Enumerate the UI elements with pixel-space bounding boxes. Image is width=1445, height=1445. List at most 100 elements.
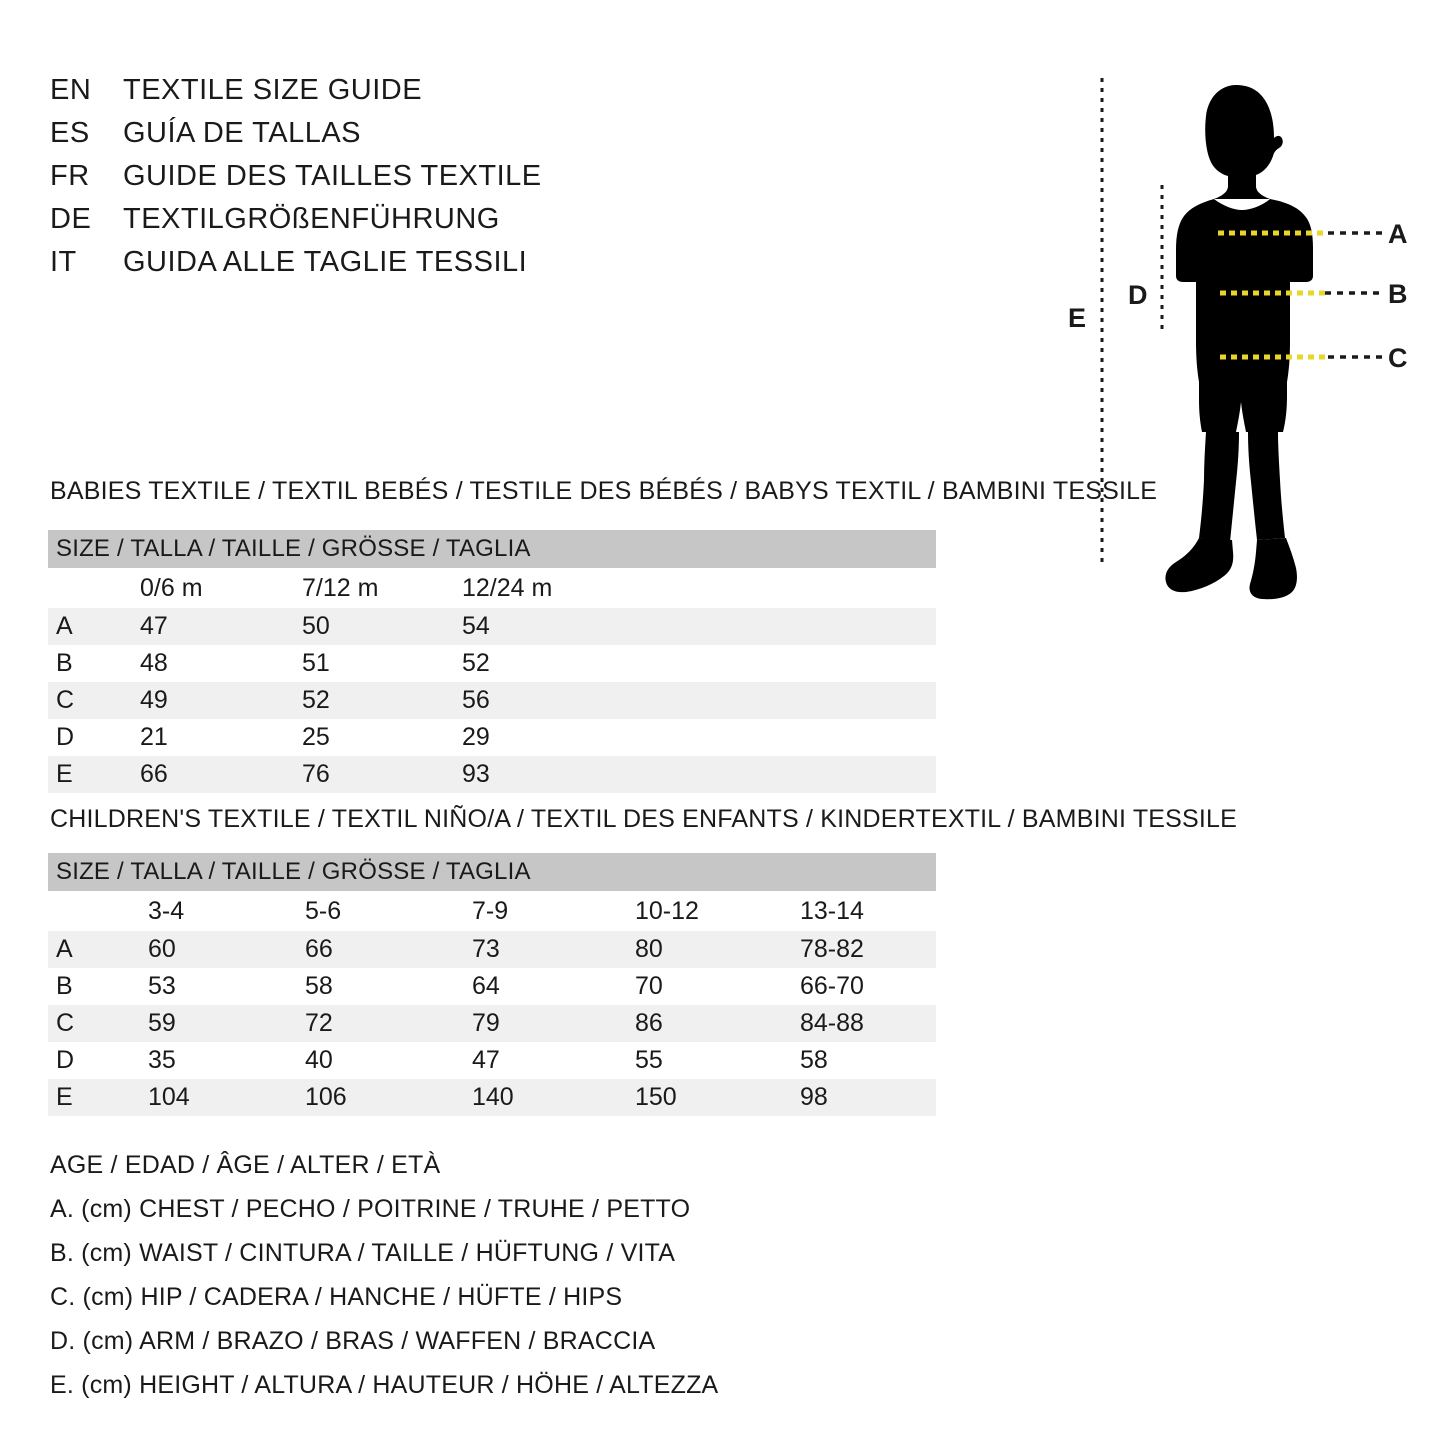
label-e: E [1068,303,1087,333]
header-cell-size: 13-14 [800,896,864,925]
label-b: B [1388,279,1408,309]
legend-line: D. (cm) ARM / BRAZO / BRAS / WAFFEN / BR… [50,1327,656,1355]
table-header-row: 3-4 5-6 7-9 10-12 13-14 [48,891,936,931]
row-value: 58 [305,972,333,1000]
row-value: 60 [148,935,176,963]
legend-line: AGE / EDAD / ÂGE / ALTER / ETÀ [50,1151,441,1179]
row-value: 40 [305,1046,333,1074]
row-value: 50 [302,612,330,640]
row-value: 78-82 [800,935,864,963]
row-value: 59 [148,1009,176,1037]
row-letter: C [56,1009,75,1037]
row-value: 53 [148,972,176,1000]
babies-section-title: BABIES TEXTILE / TEXTIL BEBÉS / TESTILE … [50,477,1158,505]
header-cell-blank [48,891,148,931]
row-letter: A [56,935,73,963]
row-value: 66-70 [800,972,864,1000]
row-value: 35 [148,1046,176,1074]
table-row: D 35 40 47 55 58 [48,1042,936,1079]
header-cell-size: 10-12 [635,896,699,925]
row-value: 98 [800,1083,828,1111]
row-value: 66 [305,935,333,963]
legend-line: A. (cm) CHEST / PECHO / POITRINE / TRUHE… [50,1195,691,1223]
header-cell-size: 12/24 m [462,573,553,602]
row-value: 76 [302,760,330,788]
babies-table-block: SIZE / TALLA / TAILLE / GRÖSSE / TAGLIA … [48,530,936,793]
row-value: 54 [462,612,490,640]
table-row: D 21 25 29 [48,719,936,756]
table-header-row: 0/6 m 7/12 m 12/24 m [48,568,936,608]
language-row: EN TEXTILE SIZE GUIDE [50,74,670,117]
language-title: GUÍA DE TALLAS [123,117,362,149]
row-value: 93 [462,760,490,788]
row-value: 21 [140,723,168,751]
row-value: 52 [302,686,330,714]
row-value: 73 [472,935,500,963]
row-value: 72 [305,1009,333,1037]
table-row: A 60 66 73 80 78-82 [48,931,936,968]
body-measurement-diagram: A B C D E [1040,40,1445,610]
row-value: 25 [302,723,330,751]
row-value: 104 [148,1083,190,1111]
label-d: D [1128,280,1148,310]
row-value: 58 [800,1046,828,1074]
header-cell-size: 5-6 [305,896,342,925]
language-row: DE TEXTILGRÖßENFÜHRUNG [50,203,670,246]
row-letter: B [56,972,73,1000]
language-code: IT [50,246,77,278]
row-value: 140 [472,1083,514,1111]
row-value: 56 [462,686,490,714]
row-letter: D [56,723,75,751]
row-value: 84-88 [800,1009,864,1037]
child-silhouette-icon [1165,85,1313,600]
legend-line: B. (cm) WAIST / CINTURA / TAILLE / HÜFTU… [50,1239,676,1267]
header-cell-size: 0/6 m [140,573,203,602]
language-title: TEXTILGRÖßENFÜHRUNG [123,203,500,235]
children-size-header-bar: SIZE / TALLA / TAILLE / GRÖSSE / TAGLIA [48,853,936,891]
language-code: FR [50,160,90,192]
row-value: 52 [462,649,490,677]
row-value: 47 [472,1046,500,1074]
header-cell-size: 3-4 [148,896,185,925]
row-letter: B [56,649,73,677]
children-size-table: 3-4 5-6 7-9 10-12 13-14 A 60 66 73 80 78… [48,891,936,1116]
babies-size-header-bar: SIZE / TALLA / TAILLE / GRÖSSE / TAGLIA [48,530,936,568]
babies-size-table: 0/6 m 7/12 m 12/24 m A 47 50 54 B 48 51 … [48,568,936,793]
language-title: TEXTILE SIZE GUIDE [123,74,423,106]
row-value: 150 [635,1083,677,1111]
table-row: B 53 58 64 70 66-70 [48,968,936,1005]
row-value: 64 [472,972,500,1000]
row-letter: D [56,1046,75,1074]
table-row: C 49 52 56 [48,682,936,719]
row-letter: C [56,686,75,714]
legend-line: E. (cm) HEIGHT / ALTURA / HAUTEUR / HÖHE… [50,1371,719,1399]
table-row: B 48 51 52 [48,645,936,682]
language-header-block: EN TEXTILE SIZE GUIDE ES GUÍA DE TALLAS … [50,74,670,289]
table-row: C 59 72 79 86 84-88 [48,1005,936,1042]
language-code: EN [50,74,92,106]
row-value: 66 [140,760,168,788]
label-c: C [1388,343,1408,373]
language-row: IT GUIDA ALLE TAGLIE TESSILI [50,246,670,289]
language-row: FR GUIDE DES TAILLES TEXTILE [50,160,670,203]
children-section-title: CHILDREN'S TEXTILE / TEXTIL NIÑO/A / TEX… [50,805,1238,833]
row-value: 70 [635,972,663,1000]
table-row: A 47 50 54 [48,608,936,645]
table-row: E 104 106 140 150 98 [48,1079,936,1116]
language-code: DE [50,203,92,235]
table-row: E 66 76 93 [48,756,936,793]
row-value: 47 [140,612,168,640]
label-a: A [1388,219,1408,249]
header-cell-size: 7-9 [472,896,509,925]
row-value: 51 [302,649,330,677]
row-value: 48 [140,649,168,677]
language-title: GUIDE DES TAILLES TEXTILE [123,160,542,192]
children-table-block: SIZE / TALLA / TAILLE / GRÖSSE / TAGLIA … [48,853,936,1116]
header-cell-blank [48,568,140,608]
row-letter: E [56,1083,73,1111]
measurement-legend: AGE / EDAD / ÂGE / ALTER / ETÀ A. (cm) C… [50,1143,750,1407]
row-value: 86 [635,1009,663,1037]
row-value: 55 [635,1046,663,1074]
row-value: 106 [305,1083,347,1111]
